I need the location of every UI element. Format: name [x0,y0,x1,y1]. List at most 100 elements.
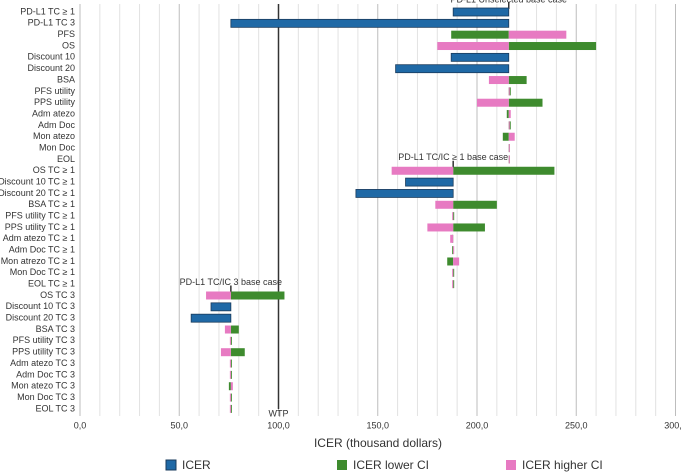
x-axis-title: ICER (thousand dollars) [314,436,442,450]
bar [453,268,455,277]
category-label: Mon atezo TC 3 [11,381,75,391]
category-label: Adm Doc TC 3 [16,369,75,379]
bar [395,64,510,74]
category-label: PPS utility [34,97,76,107]
category-label: Adm Doc TC ≥ 1 [9,245,75,255]
x-tick-label: 200,0 [466,420,489,430]
category-label: PPS utility TC ≥ 1 [5,222,75,232]
bar [230,336,232,345]
x-tick-label: 150,0 [366,420,389,430]
bar [508,121,510,130]
bar [452,7,510,17]
category-label: Discount 10 TC ≥ 1 [0,176,75,186]
bar [229,370,231,379]
category-label: Discount 20 [27,63,75,73]
bar [453,223,485,232]
bar [427,223,454,232]
bar [230,348,245,357]
bar [508,155,510,164]
category-label: Adm atezo TC 3 [10,358,75,368]
bar [477,98,509,107]
category-label: PD-L1 TC ≥ 1 [20,6,75,16]
bar [508,42,597,51]
legend-label: ICER higher CI [522,458,603,472]
bar [508,132,515,141]
legend-label: ICER lower CI [353,458,429,472]
category-label: EOL TC ≥ 1 [28,279,75,289]
category-label: PFS utility [34,86,75,96]
bar [210,302,232,312]
bar [453,166,555,175]
bar [453,200,497,209]
bar [355,189,454,198]
bar [452,268,454,277]
bar [450,52,510,62]
x-tick-label: 100,0 [267,420,290,430]
bar [508,144,510,153]
category-label: PPS utility TC 3 [12,347,75,357]
bar [230,370,232,379]
bar [508,76,527,85]
bar [190,313,232,323]
bar [502,132,509,141]
bar [452,212,454,221]
base-case-label: PD-L1 TC/IC ≥ 1 base case [398,152,508,162]
legend-swatch [165,459,177,471]
category-label: Discount 10 [27,52,75,62]
bar [447,257,454,266]
category-label: OS TC ≥ 1 [33,165,75,175]
bar [451,30,509,39]
bar [405,177,454,187]
category-label: Adm atezo TC ≥ 1 [3,233,75,243]
bar [228,382,231,391]
bar [230,325,239,334]
bar [488,76,509,85]
bar [230,291,285,300]
bar [229,336,231,345]
bar [450,234,454,243]
legend-swatch [337,460,347,470]
x-tick-label: 300,0 [664,420,682,430]
x-tick-label: 50,0 [170,420,188,430]
category-label: EOL TC 3 [35,403,75,413]
category-label: Discount 20 TC 3 [6,313,75,323]
category-label: Mon Doc [39,142,76,152]
bar [224,325,231,334]
x-tick-label: 250,0 [565,420,588,430]
wtp-label: WTP [269,408,289,418]
category-label: Discount 20 TC ≥ 1 [0,188,75,198]
base-case-label: PD-L1 Unselected base case [450,0,567,4]
bar [508,110,511,119]
bar [229,404,231,413]
category-label: BSA TC ≥ 1 [28,199,75,209]
bar [391,166,454,175]
bar [452,280,454,289]
bar [220,348,231,357]
bar [230,404,232,413]
bar [453,257,460,266]
bar [508,87,510,96]
bar [452,246,454,255]
bar [453,246,455,255]
category-label: OS TC 3 [40,290,75,300]
bar [508,30,567,39]
category-label: Adm atezo [32,108,75,118]
bar [435,200,454,209]
bar [229,359,231,368]
bar [229,393,231,402]
bar [230,382,233,391]
bar [508,98,543,107]
bar [437,42,509,51]
category-label: Mon atrezo TC ≥ 1 [1,256,75,266]
bar [506,110,509,119]
category-label: PFS [57,29,75,39]
category-label: Adm Doc [38,120,76,130]
category-label: PFS utility TC 3 [13,335,75,345]
category-label: BSA [57,74,75,84]
bar [230,393,232,402]
bar [230,18,510,28]
legend-swatch [506,460,516,470]
category-label: BSA TC 3 [36,324,75,334]
bar [453,280,455,289]
